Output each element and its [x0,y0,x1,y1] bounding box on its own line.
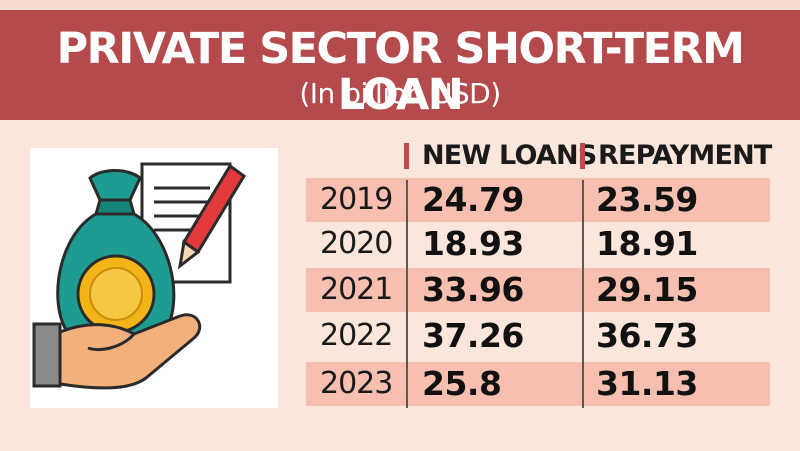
row-repayment-value: 29.15 [596,270,698,309]
coin-icon [76,254,156,334]
column-header-new-loans: NEW LOANS [404,138,597,174]
row-year: 2021 [320,272,393,307]
row-new-loans-value: 18.93 [422,224,524,263]
chart-title: PRIVATE SECTOR SHORT-TERM LOAN [56,24,745,120]
row-repayment-value: 23.59 [596,180,698,219]
pencil-icon [177,163,247,270]
illustration-svg [32,162,247,390]
table-row-2020: 2020 18.93 18.91 [306,222,770,266]
row-new-loans-value: 24.79 [422,180,524,219]
table-row-2023: 2023 25.8 31.13 [306,362,770,406]
table-row-2019: 2019 24.79 23.59 [306,178,770,222]
loan-illustration [30,148,278,408]
row-year: 2019 [320,182,393,217]
row-repayment-value: 18.91 [596,224,698,263]
top-strip [0,0,800,10]
row-repayment-value: 31.13 [596,364,698,403]
column-header-repayment: REPAYMENT [580,138,772,174]
column-divider [582,180,584,408]
row-new-loans-value: 25.8 [422,364,502,403]
row-year: 2023 [320,366,393,401]
table-row-2021: 2021 33.96 29.15 [306,268,770,312]
table-row-2022: 2022 37.26 36.73 [306,314,770,358]
header-banner: PRIVATE SECTOR SHORT-TERM LOAN (In billi… [0,10,800,120]
column-divider [406,180,408,408]
row-year: 2020 [320,226,393,261]
row-repayment-value: 36.73 [596,316,698,355]
chart-subtitle: (In billion USD) [299,77,501,110]
hand-icon [32,313,202,390]
row-new-loans-value: 33.96 [422,270,524,309]
row-new-loans-value: 37.26 [422,316,524,355]
row-year: 2022 [320,318,393,353]
